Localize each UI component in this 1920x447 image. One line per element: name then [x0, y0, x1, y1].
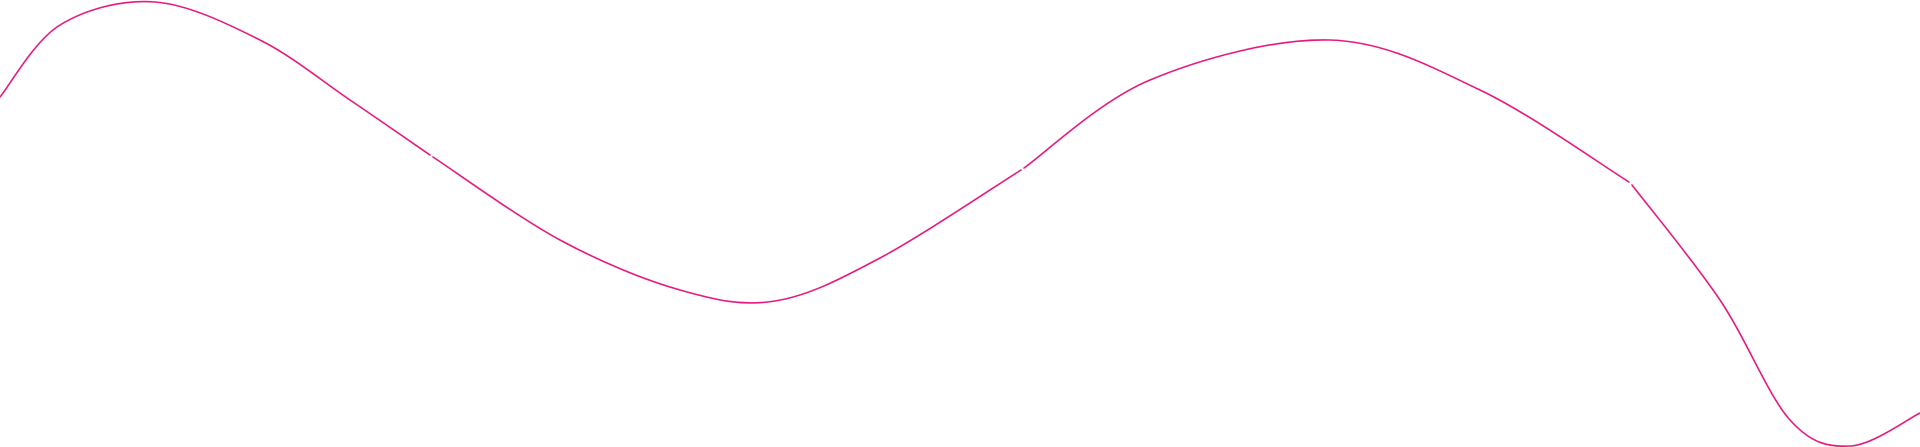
wave-segment-3	[1023, 39, 1630, 183]
wave-segment-4	[1631, 184, 1920, 447]
wave-segment-2	[432, 156, 1022, 304]
wave-segment-1	[0, 0, 431, 156]
